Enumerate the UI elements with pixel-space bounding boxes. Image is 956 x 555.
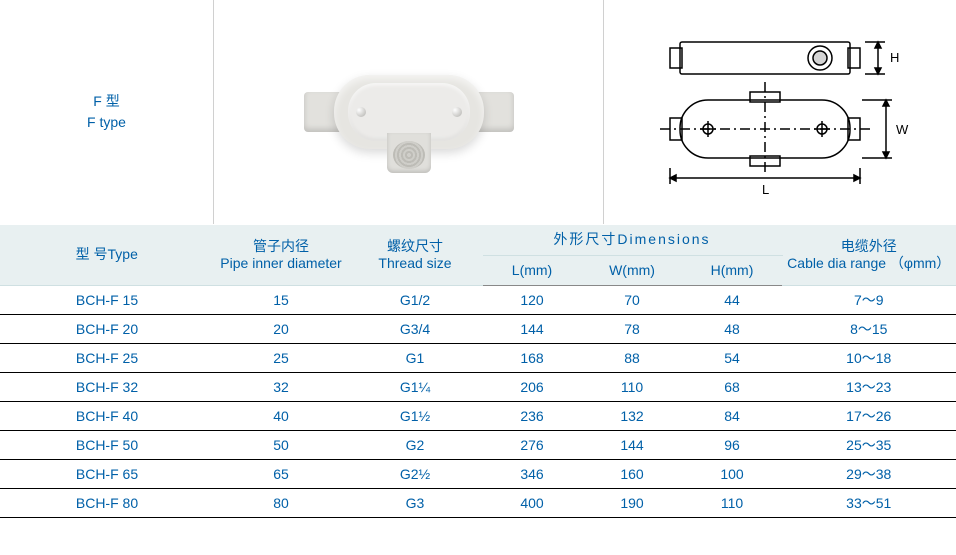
cell-pipe: 32 <box>214 373 348 402</box>
cell-type: BCH-F 65 <box>0 460 214 489</box>
cell-H: 110 <box>682 489 782 518</box>
spec-table-head: 型 号Type 管子内径 Pipe inner diameter 螺纹尺寸 Th… <box>0 225 956 286</box>
cell-thread: G3 <box>348 489 482 518</box>
cell-W: 88 <box>582 344 682 373</box>
cell-L: 400 <box>482 489 582 518</box>
dimension-diagram: H W L <box>640 22 920 202</box>
cell-L: 120 <box>482 286 582 315</box>
cell-H: 44 <box>682 286 782 315</box>
hdr-L: L(mm) <box>482 255 582 286</box>
cell-cable: 10～18 <box>782 344 956 373</box>
hdr-pipe: 管子内径 Pipe inner diameter <box>214 225 348 286</box>
cell-type: BCH-F 25 <box>0 344 214 373</box>
ftype-label-cn: F 型 <box>93 91 119 112</box>
table-row: BCH-F 5050G22761449625～35 <box>0 431 956 460</box>
cell-L: 168 <box>482 344 582 373</box>
cell-W: 70 <box>582 286 682 315</box>
cell-L: 346 <box>482 460 582 489</box>
spec-table: 型 号Type 管子内径 Pipe inner diameter 螺纹尺寸 Th… <box>0 225 956 518</box>
hdr-dimensions-group: 外形尺寸Dimensions <box>482 225 782 255</box>
cell-pipe: 50 <box>214 431 348 460</box>
cell-pipe: 25 <box>214 344 348 373</box>
ftype-label-en: F type <box>87 112 126 133</box>
cell-cable: 25～35 <box>782 431 956 460</box>
cell-type: BCH-F 32 <box>0 373 214 402</box>
cell-thread: G1½ <box>348 402 482 431</box>
cell-W: 110 <box>582 373 682 402</box>
cell-pipe: 40 <box>214 402 348 431</box>
table-row: BCH-F 8080G340019011033～51 <box>0 489 956 518</box>
cell-pipe: 20 <box>214 315 348 344</box>
cell-cable: 29～38 <box>782 460 956 489</box>
hdr-W: W(mm) <box>582 255 682 286</box>
dimension-diagram-panel: H W L <box>604 0 956 224</box>
cell-pipe: 65 <box>214 460 348 489</box>
cell-H: 54 <box>682 344 782 373</box>
spec-table-body: BCH-F 1515G1/212070447～9BCH-F 2020G3/414… <box>0 286 956 518</box>
hdr-thread: 螺纹尺寸 Thread size <box>348 225 482 286</box>
dim-label-W: W <box>896 122 909 137</box>
cell-thread: G1/2 <box>348 286 482 315</box>
cell-W: 190 <box>582 489 682 518</box>
cell-L: 276 <box>482 431 582 460</box>
cell-W: 132 <box>582 402 682 431</box>
cell-cable: 17～26 <box>782 402 956 431</box>
cell-H: 84 <box>682 402 782 431</box>
cell-type: BCH-F 20 <box>0 315 214 344</box>
dim-label-L: L <box>762 182 769 197</box>
cell-H: 96 <box>682 431 782 460</box>
cell-H: 48 <box>682 315 782 344</box>
cell-type: BCH-F 50 <box>0 431 214 460</box>
cell-type: BCH-F 40 <box>0 402 214 431</box>
cell-thread: G2 <box>348 431 482 460</box>
cell-thread: G1¼ <box>348 373 482 402</box>
table-row: BCH-F 6565G2½34616010029～38 <box>0 460 956 489</box>
cell-type: BCH-F 15 <box>0 286 214 315</box>
cell-thread: G3/4 <box>348 315 482 344</box>
table-row: BCH-F 4040G1½2361328417～26 <box>0 402 956 431</box>
cell-L: 144 <box>482 315 582 344</box>
hdr-H: H(mm) <box>682 255 782 286</box>
cell-cable: 8～15 <box>782 315 956 344</box>
cell-cable: 13～23 <box>782 373 956 402</box>
cell-thread: G2½ <box>348 460 482 489</box>
cell-thread: G1 <box>348 344 482 373</box>
table-row: BCH-F 3232G1¼2061106813～23 <box>0 373 956 402</box>
cell-L: 236 <box>482 402 582 431</box>
cell-cable: 7～9 <box>782 286 956 315</box>
cell-pipe: 80 <box>214 489 348 518</box>
cell-pipe: 15 <box>214 286 348 315</box>
table-row: BCH-F 2525G1168885410～18 <box>0 344 956 373</box>
hdr-cable: 电缆外径 Cable dia range （φmm） <box>782 225 956 286</box>
dim-label-H: H <box>890 50 899 65</box>
product-photo-panel <box>214 0 604 224</box>
cell-H: 68 <box>682 373 782 402</box>
ftype-label-panel: F 型 F type <box>0 0 214 224</box>
table-row: BCH-F 2020G3/414478488～15 <box>0 315 956 344</box>
cell-W: 78 <box>582 315 682 344</box>
hdr-type: 型 号Type <box>0 225 214 286</box>
cell-L: 206 <box>482 373 582 402</box>
cell-H: 100 <box>682 460 782 489</box>
cell-W: 160 <box>582 460 682 489</box>
table-row: BCH-F 1515G1/212070447～9 <box>0 286 956 315</box>
product-image <box>304 57 514 167</box>
top-header-row: F 型 F type <box>0 0 956 225</box>
cell-type: BCH-F 80 <box>0 489 214 518</box>
cell-cable: 33～51 <box>782 489 956 518</box>
cell-W: 144 <box>582 431 682 460</box>
